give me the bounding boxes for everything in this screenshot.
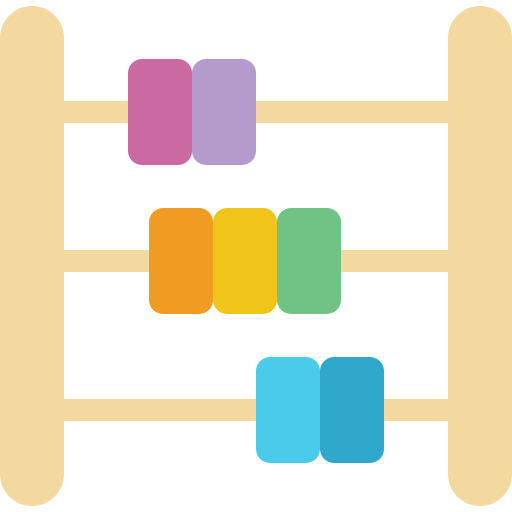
bead-middle-2: [213, 208, 277, 314]
bead-bottom-2: [320, 357, 384, 463]
bead-top-1: [128, 59, 192, 165]
bead-bottom-1: [256, 357, 320, 463]
left-post: [0, 6, 64, 506]
bead-middle-1: [149, 208, 213, 314]
bead-middle-3: [277, 208, 341, 314]
bead-top-2: [192, 59, 256, 165]
beads-group: [128, 59, 384, 463]
right-post: [448, 6, 512, 506]
